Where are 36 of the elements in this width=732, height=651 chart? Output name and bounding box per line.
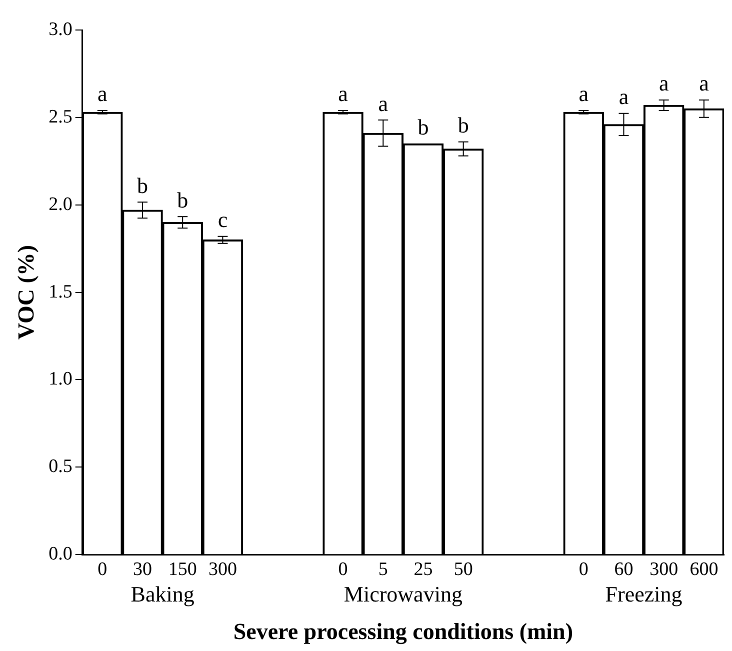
text: Freezing: [605, 581, 682, 606]
y-axis-title: VOC (%): [14, 244, 39, 340]
x-axis-title: Severe processing conditions (min): [233, 619, 574, 646]
data-label: b: [458, 112, 469, 138]
data-label: a: [378, 90, 388, 116]
data-label: b: [137, 172, 148, 198]
y-tick-label: 3.0: [48, 18, 72, 40]
data-label: b: [418, 114, 429, 140]
x-tick-label: 30: [133, 558, 152, 580]
y-tick-label: 2.0: [48, 194, 72, 215]
data-label: b: [177, 187, 188, 212]
data-label: a: [578, 81, 589, 106]
x-tick-label: 0: [98, 558, 108, 580]
x-tick-label: 300: [208, 558, 237, 580]
data-label: c: [218, 207, 228, 232]
x-tick-label: 150: [168, 558, 197, 580]
x-tick-label: 0: [338, 558, 348, 580]
x-tick-label: 300: [650, 558, 678, 580]
data-label: a: [658, 70, 669, 96]
data-label: a: [338, 81, 348, 106]
y-tick-label: 0.5: [48, 456, 72, 478]
data-label: a: [98, 81, 108, 106]
data-label: a: [618, 84, 629, 110]
x-tick-label: 50: [454, 558, 473, 580]
x-tick-label: 60: [614, 558, 634, 580]
text: Microwaving: [344, 581, 462, 606]
y-tick-label: 2.5: [48, 106, 72, 128]
x-tick-label: 0: [578, 558, 588, 580]
x-tick-label: 25: [414, 558, 433, 580]
x-tick-label: 600: [690, 558, 718, 580]
text: Baking: [130, 581, 194, 606]
y-tick-label: 1.5: [48, 281, 72, 302]
y-tick-label: 0.0: [48, 544, 72, 565]
data-label: a: [699, 70, 710, 96]
x-tick-label: 5: [378, 558, 388, 580]
y-tick-label: 1.0: [48, 368, 72, 390]
